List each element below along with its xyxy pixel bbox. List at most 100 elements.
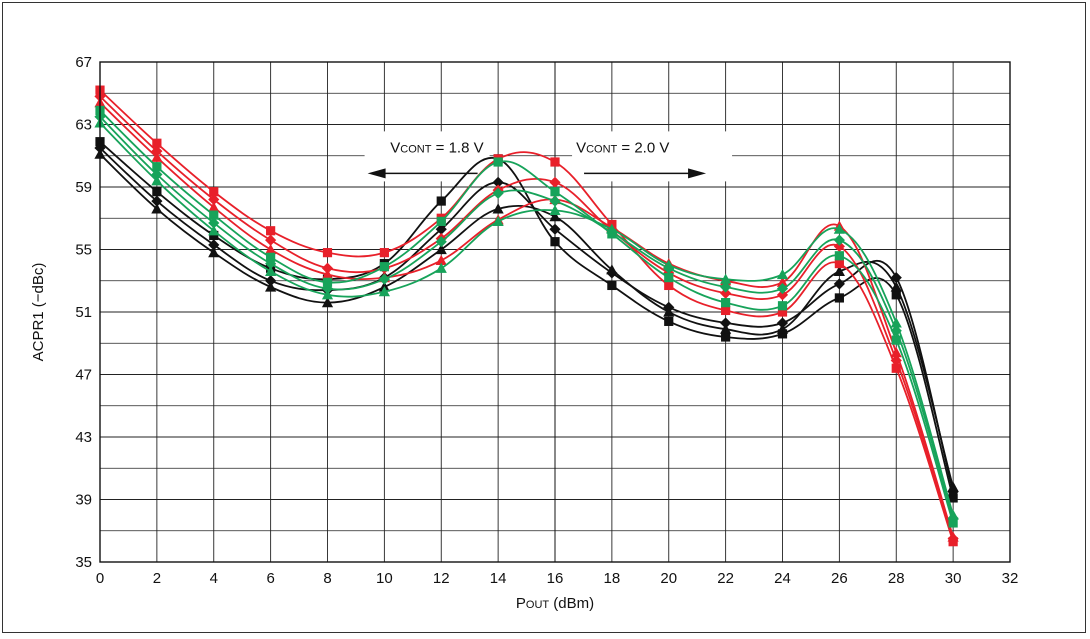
data-point [208,239,220,251]
data-point [550,187,560,197]
y-tick-label: 63 [75,117,92,134]
y-tick-label: 35 [75,554,92,571]
x-tick-label: 30 [945,570,962,587]
data-point [720,281,732,293]
data-point [151,195,163,207]
data-point [265,257,277,270]
data-point [151,151,163,162]
data-point [322,248,333,258]
data-point [947,509,959,520]
data-point [550,157,560,167]
x-tick-label: 4 [210,570,218,587]
x-tick-label: 24 [774,570,791,587]
series-group [94,85,959,547]
data-point [834,293,844,303]
data-point [321,282,334,295]
data-point [550,237,560,247]
data-point [664,280,674,291]
data-point [606,264,618,275]
x-tick-label: 2 [153,570,161,587]
annotation-arrowhead [367,168,386,179]
data-point [890,347,902,358]
x-tick-label: 26 [831,570,848,587]
data-point [776,282,789,295]
data-point [379,248,389,258]
x-axis-label: POUT (dBm) [516,595,594,612]
data-point [720,287,732,299]
data-point [322,277,333,287]
x-tick-label: 18 [604,570,621,587]
data-point [435,223,447,235]
data-point [834,258,844,269]
data-point [321,289,334,300]
annotation-vcont18: VCONT = 1.8 V [364,131,490,182]
data-point [776,268,789,280]
x-tick-label: 20 [660,570,677,587]
annotation-text: VCONT = 1.8 V [390,139,483,156]
x-tick-label: 0 [96,570,104,587]
y-axis-label: ACPR1 (−dBc) [30,263,47,362]
data-point [265,265,277,276]
data-point [378,273,390,285]
data-point [607,280,617,291]
data-point [435,236,447,248]
data-point [266,252,276,262]
data-point [890,317,902,328]
data-point [891,335,901,345]
data-point [834,251,844,261]
data-point [663,259,675,270]
x-tick-label: 12 [433,570,450,587]
data-point [378,286,390,297]
data-point [549,211,561,222]
data-point [549,176,561,188]
data-point [435,243,447,255]
data-point [664,273,674,283]
data-point [208,217,220,229]
data-point [891,363,901,373]
data-point [266,226,276,236]
data-point [492,187,504,199]
data-point [833,265,845,276]
data-point [777,329,788,339]
data-point [265,234,277,246]
x-tick-label: 28 [888,570,905,587]
data-point [776,289,789,301]
data-point [435,262,447,273]
data-point [208,193,220,206]
data-point [721,298,731,308]
y-tick-label: 43 [75,429,92,446]
data-point [265,281,277,292]
data-point [721,305,731,316]
data-point [208,201,220,212]
data-point [209,230,219,241]
x-tick-label: 32 [1002,570,1019,587]
series-black-triangle [94,148,959,492]
y-tick-label: 55 [75,242,92,259]
data-point [492,176,504,188]
data-point [321,268,334,280]
data-point [549,204,561,216]
data-point [833,278,845,290]
data-point [947,531,959,542]
data-point [379,262,389,272]
data-point [265,275,277,287]
data-point [492,203,504,214]
data-point [606,223,618,234]
data-point [209,210,219,220]
data-point [776,323,789,334]
data-point [208,225,220,236]
data-point [721,332,731,342]
y-tick-label: 59 [75,179,92,196]
data-point [321,297,334,308]
data-point [493,157,503,167]
data-point [947,481,959,492]
data-point [208,247,220,258]
y-tick-label: 47 [75,367,92,384]
annotation-text: VCONT = 2.0 V [576,139,669,156]
data-point [436,196,446,206]
vcont-annotations: VCONT = 1.8 V VCONT = 2.0 V [364,62,733,562]
data-point [435,254,447,266]
data-point [492,215,504,226]
data-point [777,301,788,311]
